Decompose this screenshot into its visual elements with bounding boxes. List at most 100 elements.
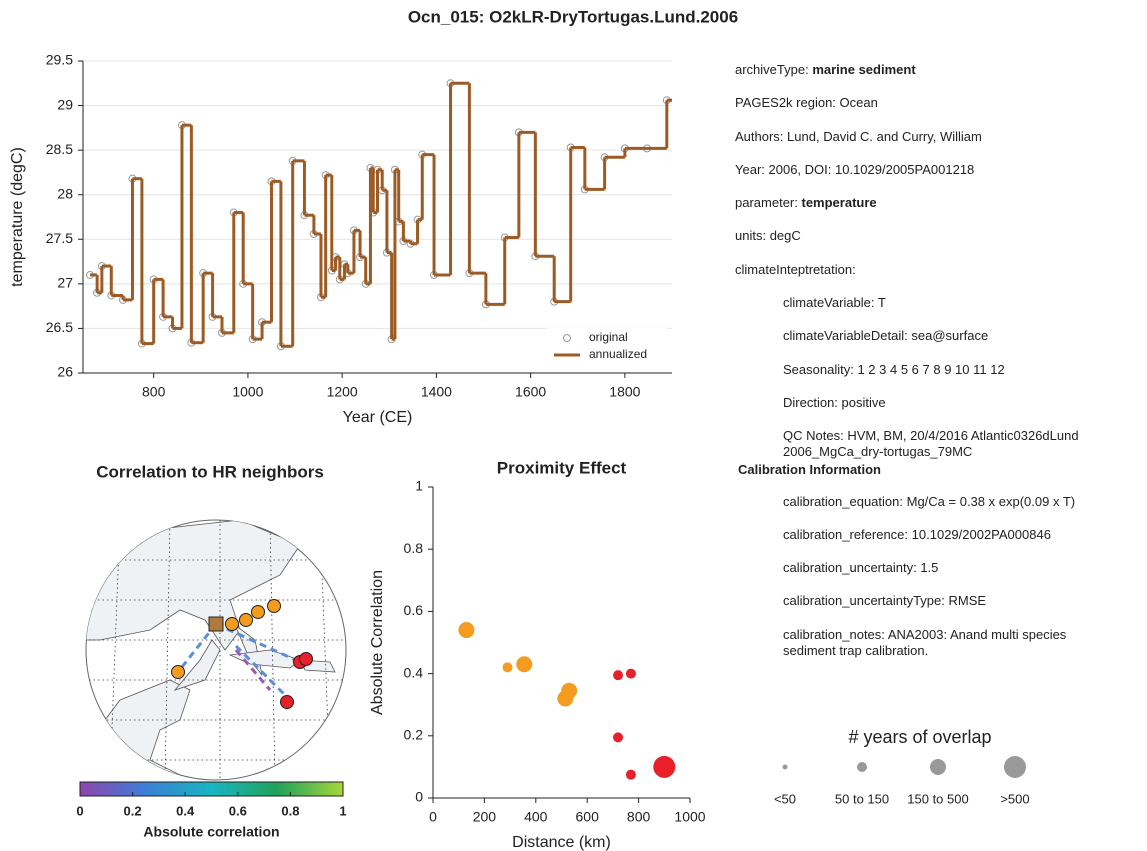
- field-key: Authors:: [735, 128, 784, 144]
- field-value: marine sediment: [812, 62, 916, 77]
- x-tick-label: 1200: [327, 384, 358, 400]
- map: [85, 519, 347, 781]
- x-tick-label: 600: [576, 809, 600, 825]
- proximity-point: [561, 682, 578, 699]
- y-tick-label: 0.6: [404, 602, 424, 618]
- field-key: parameter:: [735, 195, 798, 211]
- y-tick-label: 27: [57, 275, 73, 291]
- colorbar-tick-label: 0.8: [281, 803, 299, 818]
- x-tick-label: 1000: [232, 384, 263, 400]
- colorbar-tick-label: 1: [339, 803, 346, 818]
- field-key: climateVariableDetail:: [783, 328, 908, 344]
- metadata-field: parameter: temperature: [735, 195, 1135, 228]
- proximity-point: [613, 670, 624, 681]
- field-value: 10.1029/2002PA000846: [911, 526, 1051, 542]
- legend-label: annualized: [589, 347, 647, 361]
- x-tick-label: 800: [627, 809, 651, 825]
- field-value: T: [877, 295, 886, 311]
- y-tick-label: 0: [415, 789, 423, 805]
- legend-swatch: [563, 334, 571, 342]
- field-key: calibration_reference:: [783, 526, 909, 542]
- field-value: 1 2 3 4 5 6 7 8 9 10 11 12: [857, 361, 1005, 377]
- y-tick-label: 29: [57, 96, 73, 112]
- field-key: Direction:: [783, 394, 838, 410]
- metadata-field: units: degC: [735, 228, 1135, 261]
- field-key: climateVariable:: [783, 295, 875, 311]
- colorbar-tick-label: 0.6: [229, 803, 247, 818]
- chart-title: Proximity Effect: [497, 458, 627, 477]
- x-tick-label: 1600: [515, 384, 546, 400]
- metadata-field: QC Notes: HVM, BM, 20/4/2016 Atlantic032…: [735, 428, 1083, 461]
- field-key: PAGES2k region:: [735, 95, 836, 111]
- metadata-field: archiveType: marine sediment: [735, 62, 1135, 95]
- proximity-point: [516, 656, 533, 673]
- colorbar-tick-label: 0.2: [124, 803, 142, 818]
- field-value: positive: [841, 394, 886, 410]
- size-legend-title: # years of overlap: [848, 727, 991, 747]
- size-legend-label: 50 to 150: [835, 791, 889, 806]
- x-tick-label: 1000: [674, 809, 705, 825]
- metadata-field: calibration_uncertainty: 1.5: [735, 560, 1083, 593]
- metadata-field: Year: 2006, DOI: 10.1029/2005PA001218: [735, 162, 1135, 195]
- x-axis-label: Year (CE): [343, 409, 413, 426]
- metadata-field: calibration_equation: Mg/Ca = 0.38 x exp…: [735, 494, 1083, 527]
- calibration-title: Calibration Information: [738, 461, 881, 477]
- metadata-field: Authors: Lund, David C. and Curry, Willi…: [735, 129, 1135, 162]
- y-axis-label: Absolute Correlation: [369, 570, 386, 715]
- figure-title: Ocn_015: O2kLR-DryTortugas.Lund.2006: [408, 7, 738, 26]
- y-tick-label: 28: [57, 185, 73, 201]
- field-value: RMSE: [948, 593, 987, 609]
- size-legend-marker: [857, 762, 867, 772]
- field-value: 2006, DOI: 10.1029/2005PA001218: [768, 161, 975, 177]
- metadata-field: climateVariable: T: [735, 295, 1083, 328]
- field-key: calibration_uncertaintyType:: [783, 593, 945, 609]
- y-tick-label: 26: [57, 364, 73, 380]
- colorbar-tick-label: 0: [76, 803, 83, 818]
- x-tick-label: 1800: [609, 384, 640, 400]
- size-legend-marker: [782, 764, 788, 770]
- size-legend-label: >500: [1000, 791, 1029, 806]
- metadata-field: PAGES2k region: Ocean: [735, 95, 1135, 128]
- field-key: Seasonality:: [783, 361, 854, 377]
- field-value: ANA2003: Anand multi species sediment tr…: [783, 626, 1067, 658]
- field-value: 1.5: [920, 560, 939, 576]
- legend-label: original: [589, 330, 628, 344]
- x-tick-label: 0: [429, 809, 437, 825]
- x-tick-label: 1400: [421, 384, 452, 400]
- field-key: QC Notes:: [783, 428, 844, 444]
- y-tick-label: 27.5: [46, 230, 73, 246]
- proximity-point: [625, 668, 636, 679]
- proximity-point: [653, 755, 676, 778]
- field-key: calibration_uncertainty:: [783, 560, 917, 576]
- y-tick-label: 1: [415, 478, 423, 494]
- size-legend-label: 150 to 500: [907, 791, 968, 806]
- metadata-field: calibration_notes: ANA2003: Anand multi …: [735, 627, 1083, 660]
- chart-title: Correlation to HR neighbors: [96, 462, 324, 481]
- metadata-field: climateVariableDetail: sea@surface: [735, 328, 1083, 361]
- y-tick-label: 28.5: [46, 141, 73, 157]
- field-value: temperature: [801, 195, 877, 211]
- metadata-field: calibration_uncertaintyType: RMSE: [735, 593, 1083, 626]
- field-value: Lund, David C. and Curry, William: [787, 128, 982, 144]
- field-key: units:: [735, 228, 767, 244]
- y-tick-label: 29.5: [46, 52, 73, 68]
- field-value: Ocean: [839, 95, 878, 111]
- section-title: climateInteptretation:: [735, 262, 1135, 295]
- field-value: sea@surface: [911, 328, 989, 344]
- field-value: Mg/Ca = 0.38 x exp(0.09 x T): [906, 493, 1076, 509]
- metadata-field: Direction: positive: [735, 395, 1083, 428]
- y-tick-label: 0.8: [404, 540, 424, 556]
- colorbar-tick-label: 0.4: [176, 803, 195, 818]
- proximity-point: [613, 732, 624, 743]
- y-axis-label: temperature (degC): [9, 147, 26, 287]
- metadata-field: calibration_reference: 10.1029/2002PA000…: [735, 527, 1083, 560]
- metadata-panel: archiveType: marine sediment PAGES2k regi…: [735, 62, 1135, 660]
- x-axis-label: Distance (km): [512, 834, 611, 851]
- y-tick-label: 26.5: [46, 319, 73, 335]
- proximity-point: [458, 622, 475, 639]
- metadata-field: Seasonality: 1 2 3 4 5 6 7 8 9 10 11 12: [735, 362, 1083, 395]
- size-legend-label: <50: [774, 791, 796, 806]
- y-tick-label: 0.2: [404, 727, 424, 743]
- field-value: degC: [769, 228, 801, 244]
